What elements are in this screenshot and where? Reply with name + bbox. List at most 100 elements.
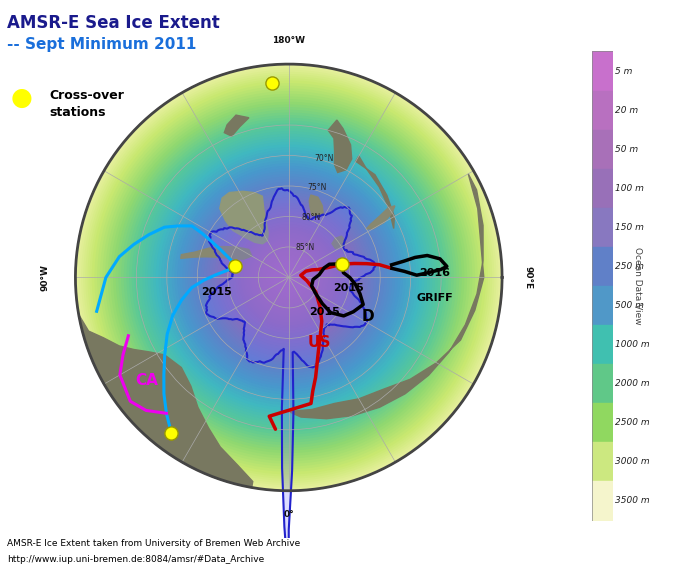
Text: 80°N: 80°N: [302, 213, 321, 223]
Circle shape: [84, 73, 494, 482]
Circle shape: [114, 102, 463, 452]
Circle shape: [267, 255, 311, 300]
Circle shape: [270, 258, 308, 297]
Text: AMSR-E Sea Ice Extent: AMSR-E Sea Ice Extent: [7, 14, 220, 32]
Text: 70°N: 70°N: [314, 154, 333, 162]
Circle shape: [213, 201, 365, 353]
Bar: [592, 169, 612, 208]
Bar: [592, 286, 612, 325]
Circle shape: [244, 233, 333, 321]
Text: 90°W: 90°W: [41, 264, 50, 291]
Polygon shape: [76, 64, 502, 491]
Text: Cross-over
stations: Cross-over stations: [49, 89, 124, 118]
Circle shape: [138, 126, 440, 428]
Bar: [592, 482, 612, 521]
Bar: [592, 325, 612, 364]
Circle shape: [146, 134, 432, 420]
Circle shape: [98, 86, 480, 468]
Circle shape: [178, 166, 400, 388]
Circle shape: [223, 212, 354, 343]
Text: 3000 m: 3000 m: [615, 458, 650, 466]
Circle shape: [164, 153, 413, 402]
Text: 2015: 2015: [309, 307, 340, 317]
Circle shape: [258, 247, 320, 308]
Circle shape: [263, 252, 314, 303]
Polygon shape: [309, 195, 323, 217]
Text: 2015: 2015: [334, 283, 364, 293]
Circle shape: [92, 81, 485, 474]
Text: 2015: 2015: [201, 287, 232, 297]
Circle shape: [119, 108, 458, 447]
Circle shape: [159, 148, 419, 407]
Circle shape: [241, 231, 336, 324]
Polygon shape: [224, 115, 249, 136]
Circle shape: [199, 188, 378, 367]
Circle shape: [186, 174, 392, 380]
Circle shape: [276, 265, 302, 290]
Circle shape: [181, 169, 397, 386]
Bar: [592, 247, 612, 286]
Circle shape: [197, 185, 381, 370]
Circle shape: [273, 261, 304, 293]
Text: 180°W: 180°W: [272, 36, 305, 45]
Text: 90°E: 90°E: [524, 266, 533, 289]
Circle shape: [207, 196, 370, 359]
Bar: [592, 403, 612, 442]
Circle shape: [172, 161, 405, 394]
Circle shape: [239, 228, 338, 327]
Circle shape: [279, 268, 298, 287]
Circle shape: [183, 172, 394, 383]
Circle shape: [95, 84, 482, 471]
Text: AMSR-E Ice Extent taken from University of Bremen Web Archive: AMSR-E Ice Extent taken from University …: [7, 539, 300, 548]
Circle shape: [218, 206, 360, 348]
Text: http://www.iup.uni-bremen.de:8084/amsr/#Data_Archive: http://www.iup.uni-bremen.de:8084/amsr/#…: [7, 555, 265, 563]
Text: 5 m: 5 m: [615, 66, 632, 76]
Point: [166, 428, 177, 438]
Circle shape: [237, 225, 341, 329]
Text: 50 m: 50 m: [615, 145, 638, 154]
Point: [337, 260, 348, 269]
Text: 100 m: 100 m: [615, 184, 644, 193]
Circle shape: [116, 105, 461, 450]
Circle shape: [86, 75, 491, 480]
Circle shape: [167, 156, 410, 399]
Polygon shape: [366, 206, 395, 229]
Circle shape: [148, 137, 429, 418]
Circle shape: [106, 94, 472, 460]
Circle shape: [215, 204, 363, 351]
Text: 0°: 0°: [284, 510, 294, 519]
Text: 250 m: 250 m: [615, 262, 644, 271]
Circle shape: [132, 121, 445, 434]
Circle shape: [220, 209, 357, 345]
Circle shape: [170, 158, 407, 396]
Circle shape: [82, 70, 496, 484]
Circle shape: [108, 97, 469, 458]
Circle shape: [80, 69, 498, 486]
Circle shape: [151, 140, 426, 415]
Bar: [592, 130, 612, 169]
Circle shape: [154, 142, 424, 412]
Bar: [592, 364, 612, 403]
Circle shape: [194, 182, 384, 372]
Circle shape: [135, 124, 442, 431]
Text: 3500 m: 3500 m: [615, 496, 650, 506]
Polygon shape: [78, 315, 253, 487]
Bar: [592, 442, 612, 482]
Circle shape: [228, 217, 349, 337]
Circle shape: [144, 132, 434, 423]
Circle shape: [250, 239, 328, 316]
Text: 2000 m: 2000 m: [615, 379, 650, 388]
Polygon shape: [181, 247, 252, 259]
Text: 1000 m: 1000 m: [615, 340, 650, 349]
Circle shape: [210, 198, 368, 356]
Circle shape: [76, 64, 502, 491]
Bar: [592, 51, 612, 90]
Text: 85°N: 85°N: [295, 243, 314, 252]
Bar: [592, 208, 612, 247]
Circle shape: [157, 145, 421, 410]
Circle shape: [103, 92, 475, 463]
Circle shape: [256, 244, 322, 311]
Circle shape: [88, 77, 489, 478]
Polygon shape: [332, 236, 346, 248]
Polygon shape: [328, 120, 351, 173]
